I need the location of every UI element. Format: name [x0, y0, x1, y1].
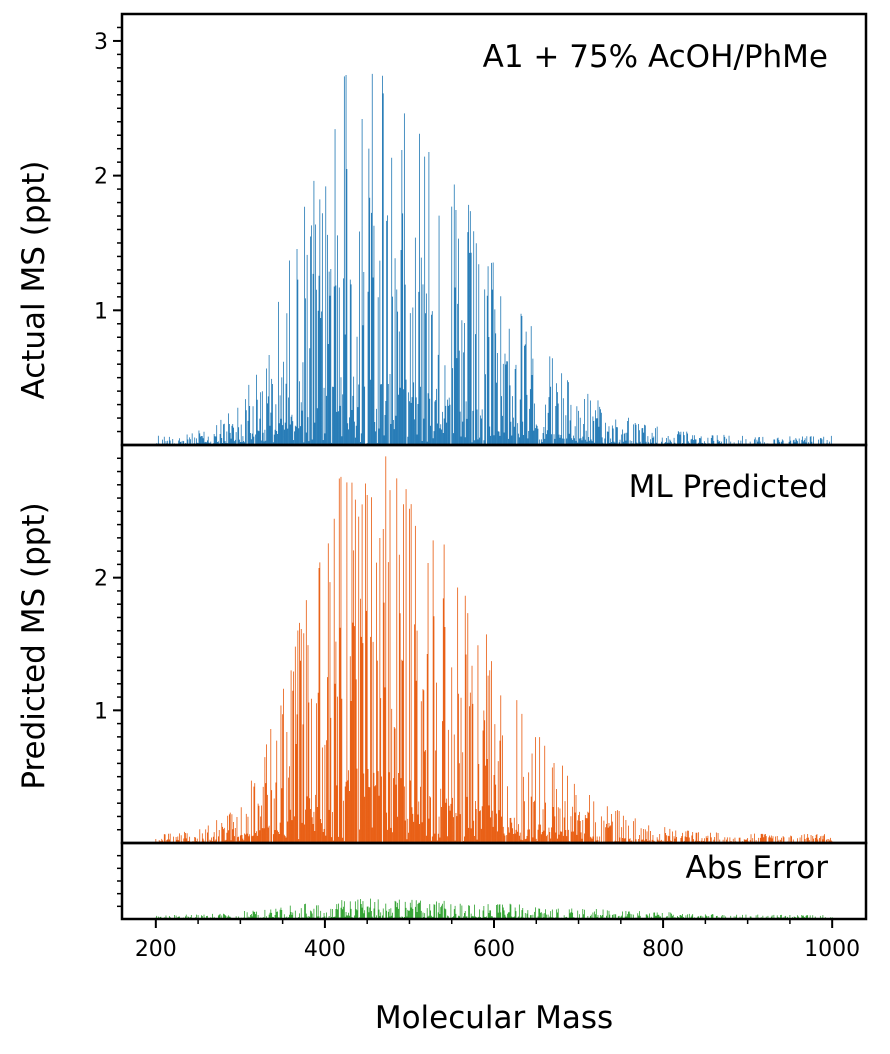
y-tick-label: 3: [94, 30, 108, 55]
actual-ms-bars: [155, 73, 833, 445]
series-bars: [155, 73, 833, 445]
series-bars: [155, 456, 833, 843]
x-tick-label: 600: [473, 937, 515, 962]
x-axis: 200 400 600 800 1000: [135, 919, 860, 962]
actual-ms-title: A1 + 75% AcOH/PhMe: [483, 39, 828, 75]
y-tick-label: 1: [94, 699, 108, 724]
y-tick-label: 2: [94, 567, 108, 592]
x-tick-label: 1000: [804, 937, 860, 962]
x-tick-label: 400: [304, 937, 346, 962]
actual-ms-y-ticks: 1 2 3: [94, 26, 122, 433]
abs-error-panel: Abs Error: [117, 850, 833, 919]
abs-error-title: Abs Error: [686, 850, 829, 886]
predicted-ms-y-label: Predicted MS (ppt): [16, 502, 52, 789]
actual-ms-y-label: Actual MS (ppt): [16, 161, 52, 400]
abs-error-bars: [155, 898, 833, 919]
predicted-ms-y-ticks: 12: [94, 457, 122, 831]
x-axis-label: Molecular Mass: [375, 1000, 613, 1036]
x-tick-label: 200: [135, 937, 177, 962]
y-tick-label: 2: [94, 165, 108, 190]
actual-ms-panel: 1 2 3 A1 + 75% AcOH/PhMe Actual MS (ppt): [16, 26, 833, 445]
x-tick-label: 800: [642, 937, 684, 962]
series-bars: [155, 898, 833, 919]
predicted-ms-panel: 12 ML Predicted Predicted MS (ppt): [16, 456, 833, 843]
predicted-ms-bars: [155, 456, 833, 843]
actual-ms-frame: [120, 12, 868, 447]
predicted-ms-title: ML Predicted: [629, 469, 828, 505]
y-tick-label: 1: [94, 299, 108, 324]
